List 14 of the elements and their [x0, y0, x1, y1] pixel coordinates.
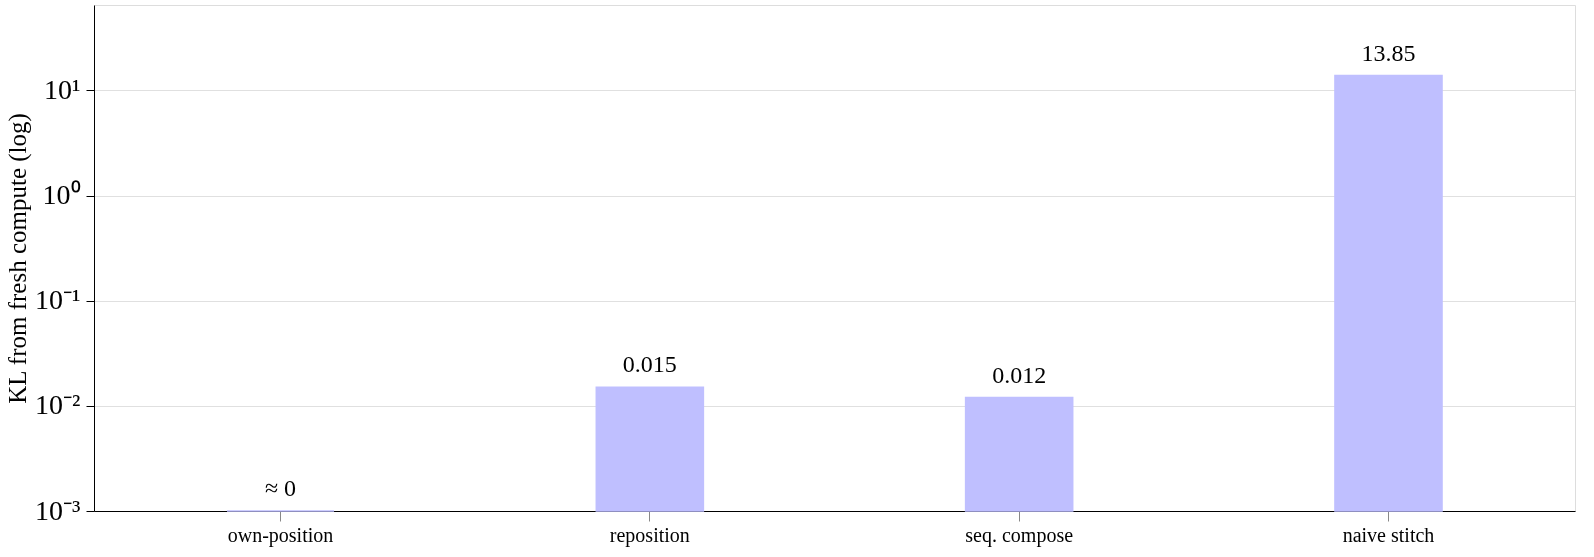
y-axis-title: KL from fresh compute (log) — [4, 113, 33, 404]
y-tick-label: 10⁻³ — [35, 494, 81, 526]
data-label: 0.012 — [992, 361, 1047, 388]
y-tick-label: 10⁻² — [35, 389, 81, 421]
y-tick-label: 10⁻¹ — [35, 284, 81, 316]
y-tick-label: 10⁰ — [42, 179, 81, 211]
data-label: ≈ 0 — [264, 475, 297, 501]
x-tick-label: naive stitch — [1342, 523, 1435, 546]
y-tick-label: 10¹ — [44, 73, 81, 105]
x-tick-label: reposition — [609, 523, 690, 547]
x-tick-label: seq. compose — [965, 523, 1074, 547]
data-label: 0.015 — [622, 351, 677, 378]
data-label: 13.85 — [1361, 39, 1416, 66]
x-tick-label: own-position — [227, 523, 334, 547]
